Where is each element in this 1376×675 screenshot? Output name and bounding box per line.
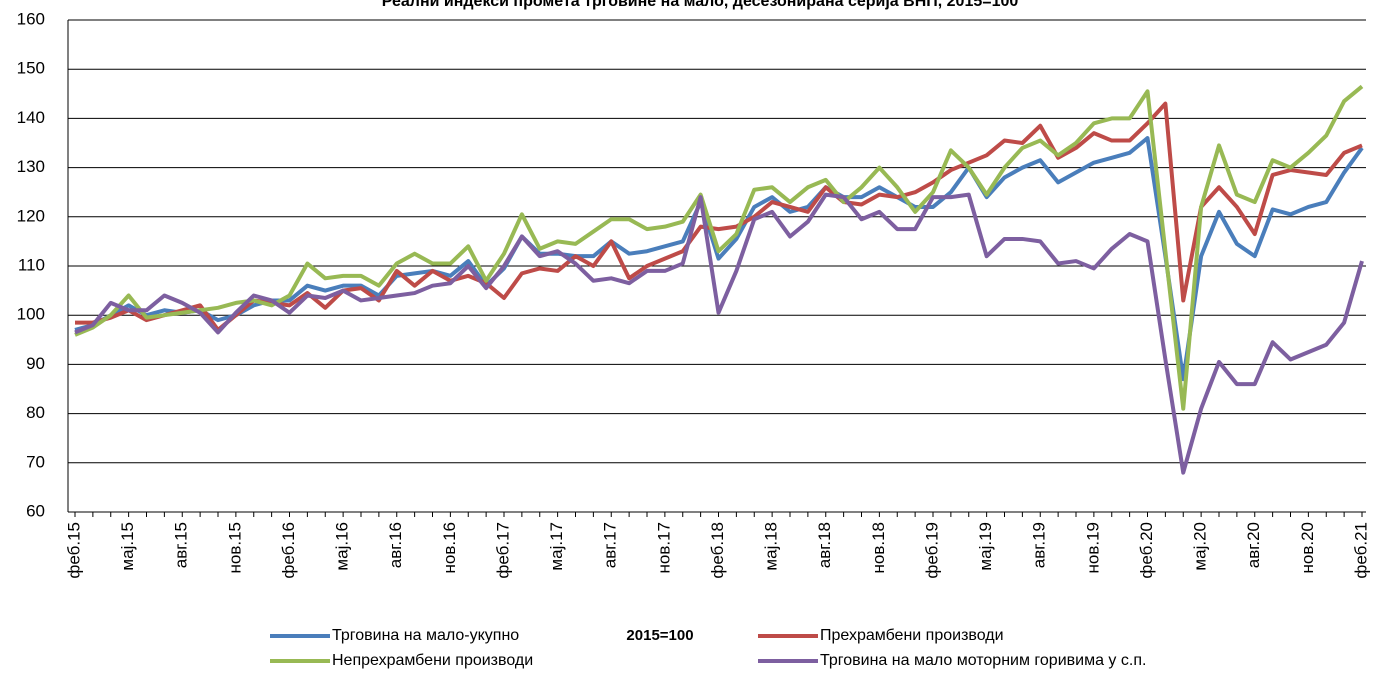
series-line <box>74 84 1364 411</box>
x-tick-label: мај.19 <box>976 522 995 571</box>
x-tick-label: феб.21 <box>1351 522 1370 579</box>
y-tick-label: 100 <box>17 305 45 324</box>
y-tick-label: 60 <box>26 501 45 520</box>
x-tick-label: нов.20 <box>1298 522 1317 574</box>
x-tick-label: мај.18 <box>762 522 781 571</box>
x-tick-label: авг.15 <box>172 522 191 568</box>
y-tick-label: 140 <box>17 108 45 127</box>
x-tick-label: авг.19 <box>1030 522 1049 568</box>
x-tick-label: нов.19 <box>1083 522 1102 574</box>
x-tick-label: феб.15 <box>64 522 83 579</box>
series-line <box>75 101 1363 332</box>
x-tick-label: нов.15 <box>225 522 244 574</box>
subtitle: 2015=100 <box>626 627 693 644</box>
legend-label: Прехрамбени производи <box>820 627 1004 644</box>
x-tick-label: нов.18 <box>869 522 888 574</box>
legend-label: Трговина на мало-укупно <box>332 627 519 644</box>
chart-title: Реални индекси промета трговине на мало,… <box>382 0 1019 10</box>
x-tick-label: авг.16 <box>386 522 405 568</box>
x-tick-label: мај.16 <box>333 522 352 571</box>
x-tick-label: феб.20 <box>1137 522 1156 579</box>
x-tick-label: феб.19 <box>922 522 941 579</box>
x-tick-label: феб.16 <box>279 522 298 579</box>
legend-label: Трговина на мало моторним горивима у с.п… <box>820 652 1146 669</box>
y-tick-label: 150 <box>17 59 45 78</box>
y-tick-label: 90 <box>26 354 45 373</box>
x-tick-label: феб.17 <box>493 522 512 579</box>
x-tick-label: авг.18 <box>815 522 834 568</box>
x-tick-label: авг.20 <box>1244 522 1263 568</box>
legend-label: Непрехрамбени производи <box>332 652 533 669</box>
x-tick-label: нов.16 <box>440 522 459 574</box>
x-tick-label: мај.15 <box>118 522 137 571</box>
y-tick-label: 110 <box>18 255 45 274</box>
y-tick-label: 80 <box>26 403 45 422</box>
x-tick-label: мај.20 <box>1191 522 1210 571</box>
x-tick-label: мај.17 <box>547 522 566 571</box>
x-tick-label: авг.17 <box>601 522 620 568</box>
y-tick-label: 70 <box>26 452 45 471</box>
series-line <box>74 136 1364 382</box>
y-tick-label: 160 <box>17 9 45 28</box>
x-tick-label: нов.17 <box>654 522 673 574</box>
y-tick-label: 130 <box>17 157 45 176</box>
series-line <box>74 192 1364 475</box>
y-tick-label: 120 <box>17 206 45 225</box>
x-tick-label: феб.18 <box>708 522 727 579</box>
